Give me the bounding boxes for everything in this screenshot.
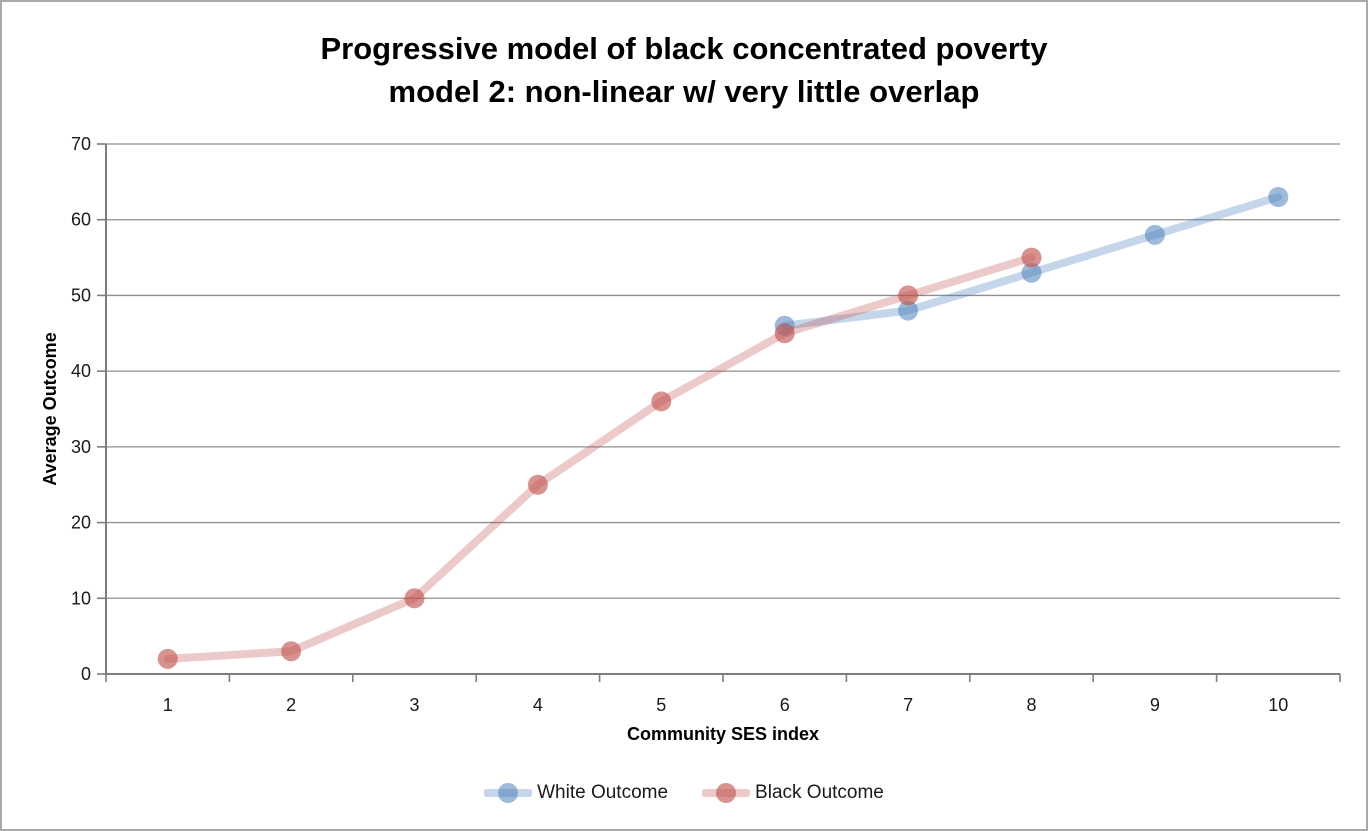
chart-title: Progressive model of black concentrated … xyxy=(2,27,1366,113)
data-point-marker xyxy=(774,323,795,344)
y-tick-label: 40 xyxy=(71,361,91,381)
legend-label: White Outcome xyxy=(537,782,669,803)
data-point-marker xyxy=(157,648,178,669)
legend-label: Black Outcome xyxy=(755,782,884,803)
y-tick-label: 70 xyxy=(71,134,91,154)
y-axis-title: Average Outcome xyxy=(40,332,60,485)
legend-marker-icon xyxy=(702,783,751,803)
y-tick-label: 60 xyxy=(71,210,91,230)
legend-item-white-outcome: White Outcome xyxy=(484,781,668,805)
series-line xyxy=(163,253,1036,663)
data-point-marker xyxy=(1021,247,1042,268)
x-tick-label: 6 xyxy=(780,695,790,715)
x-tick-label: 7 xyxy=(903,695,913,715)
chart-title-line1: Progressive model of black concentrated … xyxy=(320,31,1048,66)
x-tick-label: 9 xyxy=(1150,695,1160,715)
data-point-marker xyxy=(1021,262,1042,283)
y-tick-label: 30 xyxy=(71,437,91,457)
legend-marker-icon xyxy=(484,783,533,803)
data-point-marker xyxy=(1144,224,1165,245)
x-tick-label: 2 xyxy=(286,695,296,715)
x-tick-label: 3 xyxy=(409,695,419,715)
x-tick-label: 4 xyxy=(533,695,543,715)
y-tick-label: 0 xyxy=(81,664,91,684)
y-tick-label: 50 xyxy=(71,285,91,305)
data-point-marker xyxy=(898,285,919,306)
data-point-marker xyxy=(527,474,548,495)
y-tick-label: 10 xyxy=(71,588,91,608)
x-axis-title: Community SES index xyxy=(627,724,819,744)
x-tick-label: 8 xyxy=(1026,695,1036,715)
y-tick-label: 20 xyxy=(71,513,91,533)
gridlines xyxy=(106,143,1340,599)
x-tick-label: 5 xyxy=(656,695,666,715)
data-point-marker xyxy=(651,391,672,412)
data-point-marker xyxy=(1268,187,1289,207)
chart-title-line2: model 2: non-linear w/ very little overl… xyxy=(388,74,980,109)
series-black-outcome xyxy=(157,247,1042,669)
chart-legend: White Outcome Black Outcome xyxy=(2,781,1366,805)
x-tick-label: 10 xyxy=(1268,695,1288,715)
data-point-marker xyxy=(281,641,302,662)
axes: 0 10 20 30 40 50 60 70 1 2 3 4 5 6 7 8 9 10 xyxy=(71,134,1341,715)
data-point-marker xyxy=(404,588,425,609)
data-point-marker xyxy=(898,300,919,321)
legend-item-black-outcome: Black Outcome xyxy=(702,781,884,805)
x-tick-label: 1 xyxy=(163,695,173,715)
